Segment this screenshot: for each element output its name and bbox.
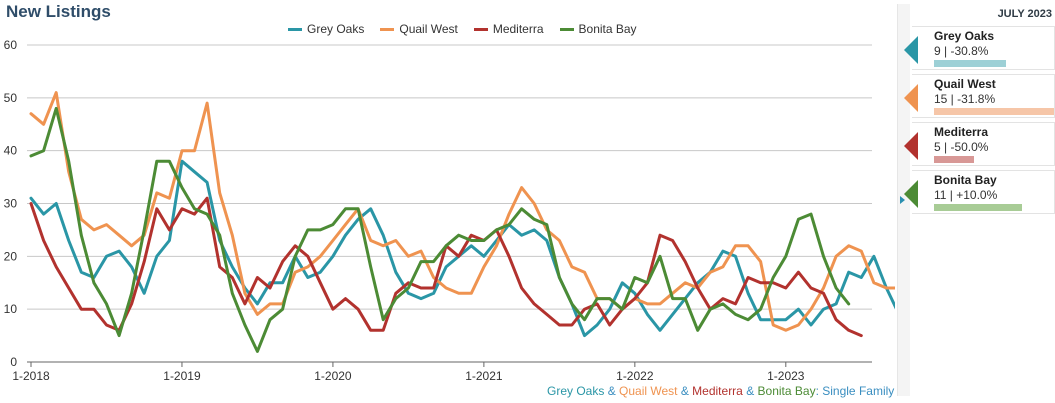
y-tick-label: 60 bbox=[4, 38, 18, 52]
line-chart: 0 10 20 30 40 50 60 1-2018 1-2019 1-2020 1-2021 1-2… bbox=[4, 38, 895, 383]
chart-title: New Listings bbox=[6, 2, 111, 21]
card-name: Quail West bbox=[934, 77, 996, 91]
y-tick-label: 30 bbox=[4, 197, 18, 211]
legend-swatch bbox=[473, 27, 488, 31]
legend-item-mediterra[interactable]: Mediterra bbox=[473, 22, 544, 36]
card-bonita-bay[interactable]: Bonita Bay 11 | +10.0% bbox=[904, 170, 1055, 214]
card-pointer-icon bbox=[904, 84, 918, 112]
footer-part: Quail West bbox=[619, 384, 678, 398]
footer-part: : Single Family bbox=[815, 384, 895, 398]
x-tick-label: 1-2018 bbox=[12, 369, 50, 383]
series-line-bonita-bay bbox=[29, 106, 851, 353]
card-value: 9 | -30.8% bbox=[934, 44, 989, 58]
series-line-grey-oaks bbox=[29, 159, 895, 338]
card-mediterra[interactable]: Mediterra 5 | -50.0% bbox=[904, 122, 1055, 166]
card-grey-oaks[interactable]: Grey Oaks 9 | -30.8% bbox=[904, 26, 1055, 70]
legend-swatch bbox=[380, 27, 395, 31]
card-pointer-icon bbox=[904, 132, 918, 160]
y-tick-label: 50 bbox=[4, 91, 18, 105]
card-name: Mediterra bbox=[934, 125, 989, 139]
card-bar bbox=[934, 108, 1054, 115]
footer-note: Grey Oaks & Quail West & Mediterra & Bon… bbox=[547, 384, 894, 398]
card-bar bbox=[934, 156, 974, 163]
collapse-arrow-icon[interactable] bbox=[900, 196, 905, 204]
legend-item-quail-west[interactable]: Quail West bbox=[380, 22, 458, 36]
footer-part: & bbox=[604, 384, 620, 398]
legend: Grey Oaks Quail West Mediterra Bonita Ba… bbox=[288, 22, 637, 36]
footer-part: Grey Oaks bbox=[547, 384, 605, 398]
x-tick-label: 1-2020 bbox=[314, 369, 352, 383]
legend-swatch bbox=[288, 27, 302, 31]
legend-swatch bbox=[559, 27, 574, 31]
x-tick-label: 1-2019 bbox=[163, 369, 201, 383]
x-tick-label: 1-2021 bbox=[465, 369, 503, 383]
y-tick-label: 20 bbox=[4, 249, 18, 263]
y-tick-label: 40 bbox=[4, 144, 18, 158]
month-label: JULY 2023 bbox=[997, 8, 1052, 20]
footer-part: Mediterra bbox=[692, 384, 743, 398]
footer-part: & bbox=[677, 384, 693, 398]
card-value: 5 | -50.0% bbox=[934, 140, 989, 154]
card-name: Grey Oaks bbox=[934, 29, 995, 43]
card-value: 11 | +10.0% bbox=[934, 188, 998, 202]
side-panel: JULY 2023 Grey Oaks 9 | -30.8% Quail Wes… bbox=[904, 0, 1055, 403]
legend-label: Bonita Bay bbox=[578, 22, 637, 36]
legend-label: Mediterra bbox=[492, 22, 544, 36]
card-name: Bonita Bay bbox=[934, 173, 997, 187]
card-value: 15 | -31.8% bbox=[934, 92, 996, 106]
legend-item-grey-oaks[interactable]: Grey Oaks bbox=[288, 22, 364, 36]
x-tick-label: 1-2023 bbox=[767, 369, 805, 383]
card-pointer-icon bbox=[904, 36, 918, 64]
y-tick-label: 0 bbox=[10, 355, 17, 369]
card-bar bbox=[934, 60, 1006, 67]
x-tick-label: 1-2022 bbox=[616, 369, 654, 383]
card-pointer-icon bbox=[904, 180, 918, 208]
card-quail-west[interactable]: Quail West 15 | -31.8% bbox=[904, 74, 1055, 118]
legend-item-bonita-bay[interactable]: Bonita Bay bbox=[559, 22, 637, 36]
legend-label: Grey Oaks bbox=[307, 22, 365, 36]
y-tick-label: 10 bbox=[4, 302, 18, 316]
legend-label: Quail West bbox=[399, 22, 458, 36]
footer-part: & bbox=[742, 384, 758, 398]
footer-part: Bonita Bay bbox=[757, 384, 816, 398]
card-bar bbox=[934, 204, 1022, 211]
